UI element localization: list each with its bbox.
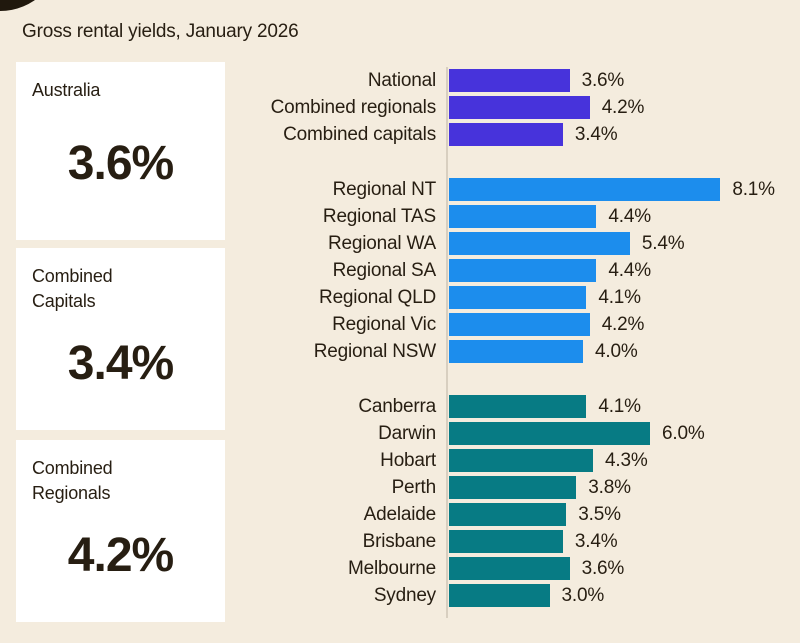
bar [449, 259, 597, 282]
bar-value-label: 8.1% [732, 178, 775, 200]
bar-category-label: Regional SA [332, 259, 437, 281]
bar-value-label: 4.4% [608, 205, 651, 227]
page-title: Gross rental yields, January 2026 [22, 21, 299, 42]
bar-row: Melbourne 3.6% [250, 557, 800, 580]
bar-row: Regional QLD 4.1% [250, 286, 800, 309]
bar-chart: National 3.6% Combined regionals 4.2% Combin… [250, 69, 800, 639]
bar-value-label: 4.3% [605, 449, 648, 471]
bar-value-label: 4.4% [608, 259, 651, 281]
bar-value-label: 4.2% [601, 96, 645, 118]
bar-row: Regional TAS 4.4% [250, 205, 800, 228]
summary-card-australia: Australia 3.6% [16, 62, 225, 240]
bar-value-label: 3.4% [574, 123, 618, 145]
bar-category-label: Combined regionals [270, 96, 437, 118]
summary-card-label: Australia [32, 80, 101, 100]
summary-card-combined-regionals: Combined Regionals 4.2% [16, 440, 225, 622]
bar [449, 205, 597, 228]
bar [449, 286, 587, 309]
bar [449, 232, 630, 255]
bar-category-label: Regional NT [332, 178, 437, 200]
bar-value-label: 3.6% [581, 557, 625, 579]
bar-row: Perth 3.8% [250, 476, 800, 499]
bar-category-label: Regional WA [328, 232, 436, 254]
bar [449, 476, 577, 499]
bar-group-capital-cities: Canberra 4.1% Darwin 6.0% Hobart 4.3% Perth 3.8… [250, 395, 800, 611]
bar-value-label: 3.8% [588, 476, 631, 498]
bar-row: Brisbane 3.4% [250, 530, 800, 553]
bar-row: Regional NSW 4.0% [250, 340, 800, 363]
bar-category-label: Darwin [378, 422, 436, 444]
bar-row: Regional WA 5.4% [250, 232, 800, 255]
bar-category-label: Regional QLD [319, 286, 436, 308]
bar [449, 69, 570, 92]
bar [449, 313, 590, 336]
bar [449, 340, 583, 363]
bar-category-label: Hobart [380, 449, 436, 471]
corner-logo-fragment [0, 0, 61, 11]
bar-value-label: 3.6% [581, 69, 625, 91]
summary-card-label: Combined Capitals [32, 266, 113, 311]
bar-value-label: 5.4% [641, 232, 685, 254]
summary-card-combined-capitals: Combined Capitals 3.4% [16, 248, 225, 430]
bar-category-label: Adelaide [363, 503, 437, 525]
bar-category-label: Canberra [358, 395, 436, 417]
summary-cards: Australia 3.6% Combined Capitals 3.4% Co… [16, 62, 225, 622]
bar-category-label: Sydney [373, 584, 436, 606]
bar [449, 449, 594, 472]
bar-category-label: Perth [391, 476, 437, 498]
bar [449, 530, 563, 553]
summary-card-label: Combined Regionals [32, 458, 113, 503]
bar-row: Regional NT 8.1% [250, 178, 800, 201]
bar-row: Regional Vic 4.2% [250, 313, 800, 336]
bar-value-label: 6.0% [662, 422, 705, 444]
bar-category-label: Regional TAS [322, 205, 436, 227]
summary-card-value: 4.2% [67, 529, 174, 583]
chart-axis-line [446, 67, 448, 618]
bar [449, 178, 721, 201]
bar-row: Hobart 4.3% [250, 449, 800, 472]
bar-group-regional-markets: Regional NT 8.1% Regional TAS 4.4% Regional … [250, 178, 800, 367]
bar-row: Combined capitals 3.4% [250, 123, 800, 146]
bar-row: Combined regionals 4.2% [250, 96, 800, 119]
bar-value-label: 3.0% [561, 584, 605, 606]
bar-category-label: Regional NSW [313, 340, 436, 362]
bar-row: National 3.6% [250, 69, 800, 92]
bar-value-label: 4.0% [595, 340, 638, 362]
bar [449, 96, 590, 119]
bar-value-label: 4.1% [598, 395, 641, 417]
bar-group-national-aggregates: National 3.6% Combined regionals 4.2% Combin… [250, 69, 800, 150]
bar [449, 123, 563, 146]
bar-category-label: Melbourne [348, 557, 436, 579]
bar-row: Sydney 3.0% [250, 584, 800, 607]
bar-value-label: 4.2% [601, 313, 645, 335]
bar [449, 422, 650, 445]
bar-row: Regional SA 4.4% [250, 259, 800, 282]
bar-category-label: National [367, 69, 436, 91]
bar-value-label: 3.4% [574, 530, 618, 552]
summary-card-value: 3.6% [67, 136, 174, 190]
bar-value-label: 3.5% [578, 503, 621, 525]
bar [449, 584, 550, 607]
bar [449, 557, 570, 580]
bar-row: Darwin 6.0% [250, 422, 800, 445]
bar-row: Canberra 4.1% [250, 395, 800, 418]
bar-category-label: Regional Vic [332, 313, 436, 335]
bar-category-label: Brisbane [362, 530, 437, 552]
bar-value-label: 4.1% [598, 286, 641, 308]
bar [449, 503, 567, 526]
bar-category-label: Combined capitals [283, 123, 436, 145]
summary-card-value: 3.4% [67, 337, 174, 391]
bar [449, 395, 587, 418]
bar-row: Adelaide 3.5% [250, 503, 800, 526]
